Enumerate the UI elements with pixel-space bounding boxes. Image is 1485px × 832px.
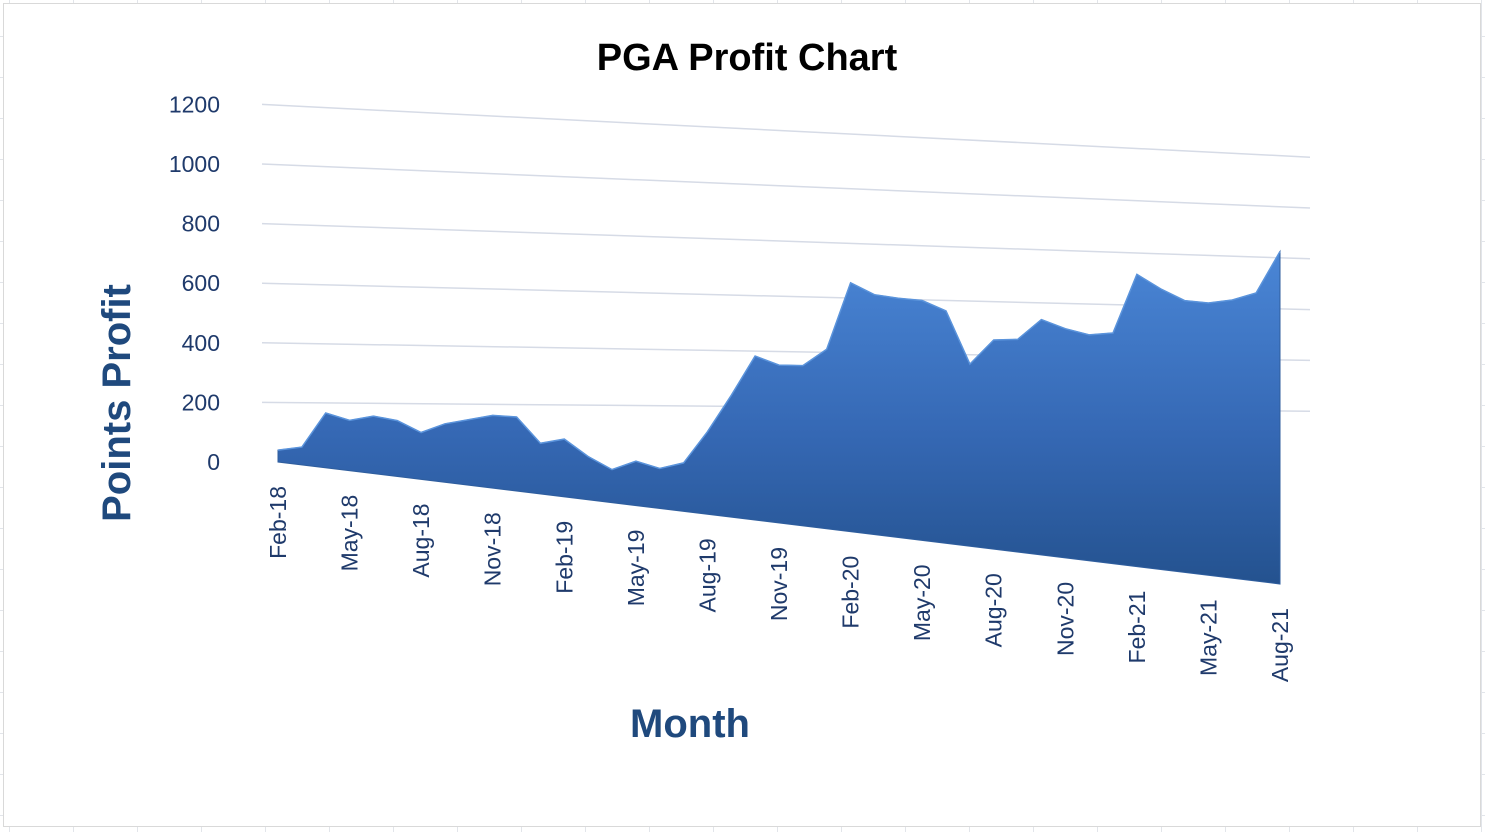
x-tick-label: May-19 xyxy=(623,530,649,607)
data-point-Nov-20 xyxy=(1063,327,1067,331)
data-point-Sep-20 xyxy=(1016,337,1020,341)
data-point-Jul-20 xyxy=(968,362,972,366)
y-tick-label: 0 xyxy=(207,449,220,475)
y-tick-label: 200 xyxy=(182,389,220,415)
data-point-Feb-18 xyxy=(276,448,280,452)
data-point-May-18 xyxy=(348,418,352,422)
data-point-Jan-21 xyxy=(1111,331,1115,335)
data-point-Jul-19 xyxy=(682,461,686,465)
x-tick-label: Feb-19 xyxy=(551,521,577,594)
y-axis-ticks: 0 200 400 600 800 1000 1200 xyxy=(169,91,220,475)
x-tick-label: Aug-18 xyxy=(408,503,434,577)
gridline-800 xyxy=(261,222,1311,260)
data-point-Sep-19 xyxy=(729,393,733,397)
data-point-Jan-19 xyxy=(538,441,542,445)
x-tick-label: Aug-19 xyxy=(694,538,720,612)
data-point-Feb-20 xyxy=(849,281,853,285)
x-axis-ticks: Feb-18 May-18 Aug-18 Nov-18 Feb-19 May-19 Aug-… xyxy=(265,486,1293,682)
data-point-Sep-18 xyxy=(443,422,447,426)
x-tick-label: Nov-18 xyxy=(480,512,506,586)
data-point-Apr-19 xyxy=(610,468,614,472)
data-point-Mar-18 xyxy=(300,445,304,449)
x-tick-label: Feb-18 xyxy=(265,486,291,559)
data-point-Jul-18 xyxy=(395,419,399,423)
x-tick-label: May-18 xyxy=(337,495,363,572)
data-point-Oct-19 xyxy=(753,354,757,358)
data-point-Oct-20 xyxy=(1039,318,1043,322)
data-point-Apr-18 xyxy=(324,411,328,415)
data-point-Dec-20 xyxy=(1087,333,1091,337)
x-tick-label: Feb-20 xyxy=(838,556,864,629)
data-point-Aug-21 xyxy=(1278,250,1282,254)
y-axis-title: Points Profit xyxy=(95,284,139,522)
data-point-Mar-20 xyxy=(872,293,876,297)
data-point-Jun-20 xyxy=(944,309,948,313)
data-point-May-21 xyxy=(1206,301,1210,305)
data-point-Apr-20 xyxy=(896,296,900,300)
data-point-Jun-21 xyxy=(1230,298,1234,302)
y-tick-label: 1200 xyxy=(169,91,220,117)
data-point-Nov-18 xyxy=(491,413,495,417)
y-tick-label: 800 xyxy=(182,211,220,237)
gridline-1000 xyxy=(261,163,1311,209)
x-tick-label: Nov-19 xyxy=(766,547,792,621)
data-point-Feb-21 xyxy=(1135,272,1139,276)
x-tick-label: Aug-21 xyxy=(1267,608,1293,682)
data-point-Aug-19 xyxy=(705,430,709,434)
x-tick-label: May-20 xyxy=(909,564,935,641)
data-point-Jul-21 xyxy=(1254,291,1258,295)
data-point-Aug-18 xyxy=(419,431,423,435)
y-tick-label: 1000 xyxy=(169,151,220,177)
data-point-May-20 xyxy=(920,299,924,303)
x-tick-label: Aug-20 xyxy=(981,573,1007,647)
data-point-Nov-19 xyxy=(777,363,781,367)
data-point-Mar-19 xyxy=(586,455,590,459)
data-point-Jun-18 xyxy=(371,414,375,418)
series-area xyxy=(276,249,1282,585)
data-point-Jun-19 xyxy=(658,467,662,471)
data-point-Mar-21 xyxy=(1159,287,1163,291)
data-point-Dec-19 xyxy=(801,364,805,368)
data-point-Dec-18 xyxy=(515,415,519,419)
gridline-1200 xyxy=(261,103,1311,158)
y-tick-label: 400 xyxy=(182,330,220,356)
y-tick-label: 600 xyxy=(182,270,220,296)
x-tick-label: Nov-20 xyxy=(1052,582,1078,656)
data-point-Aug-20 xyxy=(992,338,996,342)
data-point-Feb-19 xyxy=(562,437,566,441)
x-axis-title: Month xyxy=(630,702,750,746)
data-point-Oct-18 xyxy=(467,418,471,422)
data-point-Jan-20 xyxy=(825,347,829,351)
data-point-May-19 xyxy=(634,459,638,463)
x-tick-label: May-21 xyxy=(1195,599,1221,676)
x-tick-label: Feb-21 xyxy=(1124,591,1150,664)
chart-title: PGA Profit Chart xyxy=(597,37,898,79)
area-series-top-edge xyxy=(277,251,1281,471)
data-point-Apr-21 xyxy=(1183,299,1187,303)
